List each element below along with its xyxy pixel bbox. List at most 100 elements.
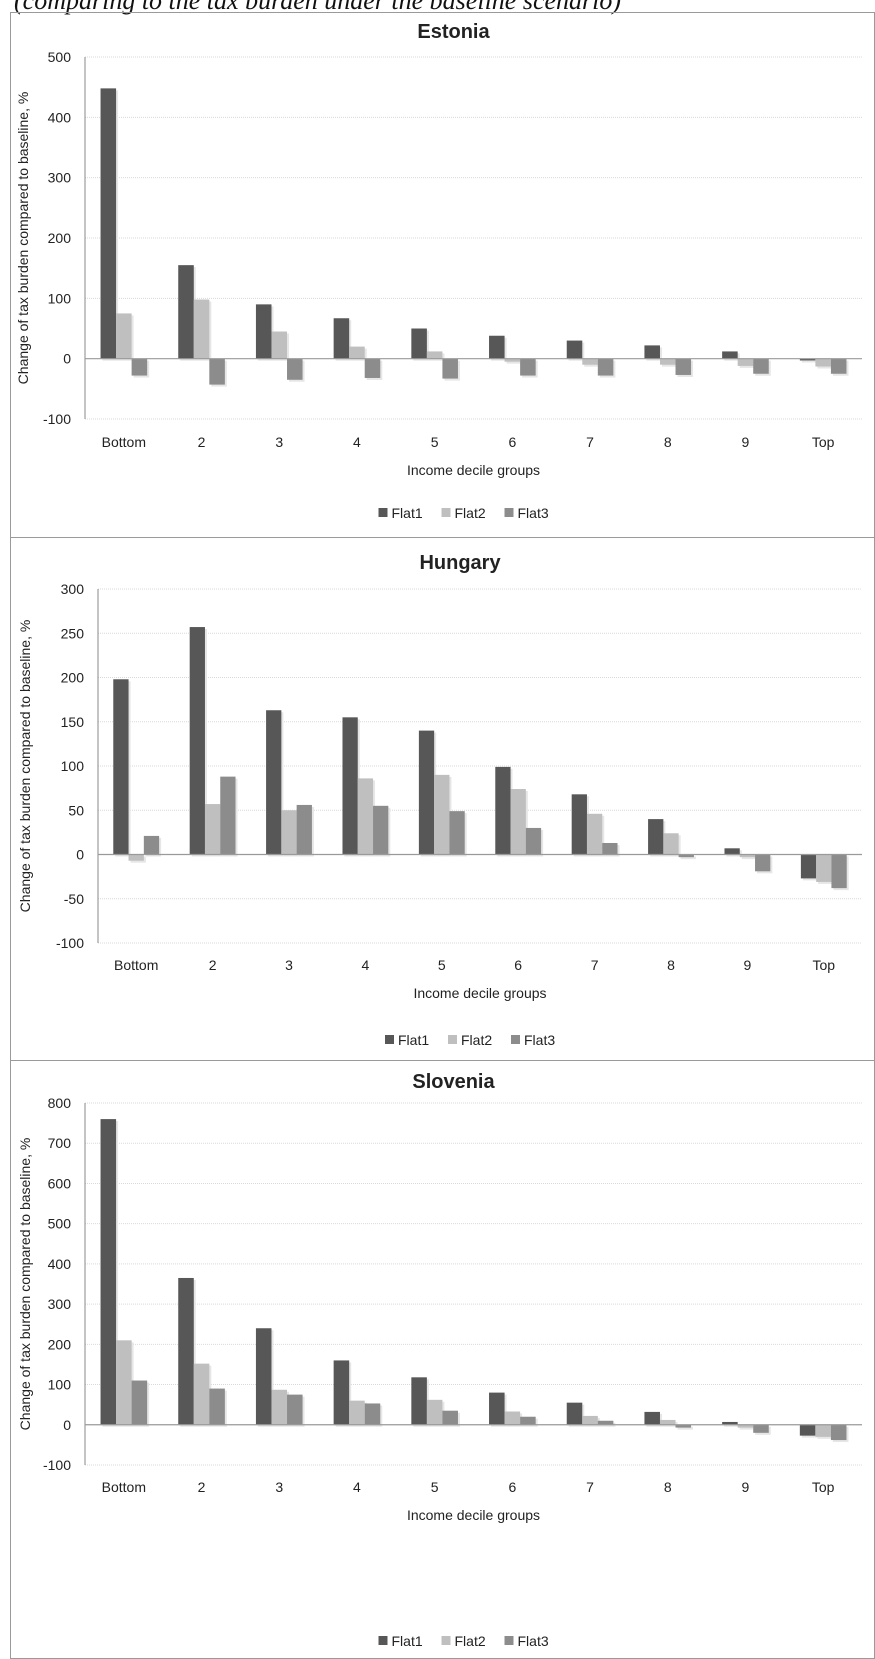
bar-flat3 bbox=[755, 854, 771, 872]
bar-flat1 bbox=[333, 318, 350, 359]
bar-flat3 bbox=[520, 1416, 536, 1425]
legend-label: Flat3 bbox=[518, 505, 549, 521]
y-axis-label: Change of tax burden compared to baselin… bbox=[15, 92, 31, 385]
y-tick-label: -100 bbox=[56, 935, 84, 951]
x-tick-label: Bottom bbox=[102, 1479, 146, 1495]
bar-flat2 bbox=[504, 1411, 521, 1425]
bar-shadow bbox=[741, 856, 758, 860]
bar-flat2 bbox=[271, 331, 288, 359]
bar-flat1 bbox=[566, 1402, 583, 1425]
bar-flat2 bbox=[349, 346, 365, 359]
bar-flat3 bbox=[678, 854, 694, 858]
bar-flat2 bbox=[659, 1419, 676, 1425]
legend-swatch bbox=[385, 1035, 394, 1044]
bar-flat3 bbox=[597, 1420, 614, 1425]
y-tick-label: 400 bbox=[48, 1256, 72, 1272]
bar-shadow bbox=[739, 1426, 756, 1430]
bar-flat2 bbox=[510, 789, 526, 855]
bar-flat2 bbox=[815, 358, 831, 367]
bar-flat2 bbox=[271, 1389, 288, 1425]
chart-estonia: Estonia 500 400 300 200 100 0 -100 Bottom 2 3 4 5 6 7 8… bbox=[10, 12, 875, 538]
legend-label: Flat1 bbox=[392, 1633, 423, 1649]
bar-flat3 bbox=[675, 358, 692, 375]
bar-shadow bbox=[506, 360, 523, 364]
bar-flat1 bbox=[489, 335, 505, 359]
bar-flat2 bbox=[737, 358, 754, 366]
chart-panel-estonia: Estonia 500 400 300 200 100 0 -100 Bottom 2 3 4 5 6 7 8… bbox=[0, 12, 875, 538]
bar-flat1 bbox=[644, 345, 660, 359]
legend-swatch bbox=[378, 1636, 388, 1645]
bar-flat1 bbox=[333, 1360, 350, 1425]
chart-panel-hungary: Hungary 300 250 200 150 100 50 0 -50 -100 Bottom 2 3… bbox=[0, 537, 875, 1061]
bar-flat2 bbox=[739, 854, 756, 858]
y-tick-label: 0 bbox=[76, 847, 84, 863]
bar-flat3 bbox=[597, 358, 614, 376]
bar-flat3 bbox=[831, 854, 847, 889]
x-tick-label: 5 bbox=[431, 1479, 439, 1495]
x-tick-label: 3 bbox=[285, 957, 293, 973]
x-tick-label: 4 bbox=[353, 434, 361, 450]
chart-title: Estonia bbox=[417, 21, 490, 43]
bar-shadow bbox=[680, 856, 696, 860]
bar-flat3 bbox=[287, 358, 303, 380]
legend-swatch bbox=[448, 1035, 457, 1044]
chart-frame bbox=[10, 1060, 875, 1659]
bar-shadow bbox=[801, 360, 818, 363]
x-tick-label: 3 bbox=[275, 1479, 283, 1495]
legend-swatch bbox=[504, 508, 514, 517]
y-tick-label: 150 bbox=[61, 714, 85, 730]
bar-flat2 bbox=[193, 299, 210, 359]
y-tick-label: 200 bbox=[48, 230, 72, 246]
y-tick-label: -50 bbox=[64, 891, 84, 907]
bar-flat3 bbox=[364, 358, 381, 378]
x-tick-label: 3 bbox=[275, 434, 283, 450]
legend-label: Flat1 bbox=[392, 505, 423, 521]
bar-flat3 bbox=[209, 1388, 225, 1425]
chart-slovenia: Slovenia 800 700 600 500 400 300 200 100 0 -100 Bot… bbox=[10, 1060, 875, 1659]
y-tick-label: 50 bbox=[68, 802, 84, 818]
legend-label: Flat2 bbox=[461, 1032, 492, 1048]
bar-flat1 bbox=[342, 717, 358, 855]
bar-shadow bbox=[677, 1426, 694, 1430]
bar-flat1 bbox=[266, 710, 282, 855]
bar-flat1 bbox=[113, 679, 129, 855]
y-tick-label: 500 bbox=[48, 1216, 72, 1232]
x-tick-label: 7 bbox=[586, 1479, 594, 1495]
bar-flat1 bbox=[799, 1424, 816, 1436]
y-tick-label: 0 bbox=[63, 1417, 71, 1433]
bar-flat1 bbox=[722, 351, 738, 359]
bar-flat1 bbox=[644, 1411, 660, 1425]
bar-flat3 bbox=[753, 1424, 769, 1433]
bar-flat1 bbox=[799, 358, 816, 361]
y-tick-label: 200 bbox=[48, 1336, 72, 1352]
bar-flat2 bbox=[737, 1424, 754, 1428]
x-tick-label: 4 bbox=[353, 1479, 361, 1495]
x-tick-label: 2 bbox=[198, 1479, 206, 1495]
bar-flat1 bbox=[489, 1392, 505, 1425]
x-tick-label: 7 bbox=[586, 434, 594, 450]
bar-flat1 bbox=[255, 304, 272, 359]
x-tick-label: 2 bbox=[198, 434, 206, 450]
bar-flat2 bbox=[434, 774, 450, 855]
legend-label: Flat3 bbox=[524, 1032, 555, 1048]
x-tick-label: 9 bbox=[742, 1479, 750, 1495]
bar-flat2 bbox=[204, 804, 221, 855]
x-tick-label: 8 bbox=[667, 957, 675, 973]
bar-flat1 bbox=[418, 730, 435, 855]
y-tick-label: 100 bbox=[61, 758, 85, 774]
bar-flat3 bbox=[520, 358, 536, 376]
bar-flat1 bbox=[189, 627, 205, 855]
bar-flat3 bbox=[364, 1403, 381, 1425]
bar-flat3 bbox=[442, 1410, 458, 1425]
x-axis-label: Income decile groups bbox=[407, 462, 540, 478]
x-tick-label: 2 bbox=[209, 957, 217, 973]
y-tick-label: 700 bbox=[48, 1135, 72, 1151]
bar-flat2 bbox=[586, 813, 603, 855]
chart-title: Hungary bbox=[419, 552, 501, 574]
y-tick-label: -100 bbox=[43, 411, 71, 427]
bar-flat3 bbox=[753, 358, 769, 374]
x-tick-label: 4 bbox=[362, 957, 370, 973]
bar-flat2 bbox=[426, 1399, 443, 1425]
x-tick-label: 6 bbox=[508, 1479, 516, 1495]
bar-flat1 bbox=[800, 854, 817, 879]
